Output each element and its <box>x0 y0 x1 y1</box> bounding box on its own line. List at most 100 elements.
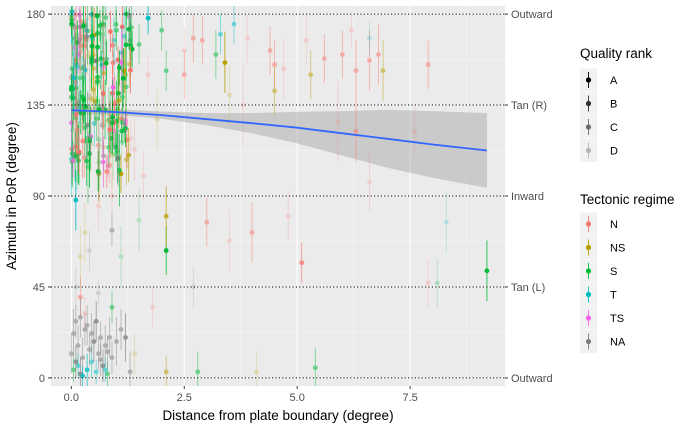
data-marker <box>89 331 95 336</box>
data-marker <box>115 155 121 161</box>
data-point-S <box>159 10 165 51</box>
data-point-N <box>110 50 116 76</box>
data-marker <box>299 260 305 266</box>
data-marker <box>80 355 86 361</box>
data-marker <box>141 173 147 179</box>
data-point-S <box>113 6 119 47</box>
data-marker <box>190 284 196 290</box>
data-marker <box>132 147 137 152</box>
data-marker <box>75 363 81 369</box>
data-marker <box>163 248 169 253</box>
data-point-NS <box>163 355 169 386</box>
data-marker <box>87 138 93 144</box>
data-point-NS <box>124 134 129 185</box>
data-point-NA <box>86 230 92 271</box>
data-marker <box>109 152 115 158</box>
data-point-N <box>376 24 381 85</box>
x-tick-label: 7.5 <box>402 392 417 404</box>
data-point-S <box>81 6 87 51</box>
data-marker <box>123 42 129 48</box>
data-marker <box>190 35 196 41</box>
data-point-S <box>119 128 125 156</box>
data-point-S <box>69 11 75 37</box>
data-point-N <box>339 30 345 79</box>
data-point-NA <box>100 349 106 382</box>
data-marker <box>119 94 125 100</box>
data-marker <box>102 343 108 348</box>
data-point-NS <box>272 66 278 116</box>
data-point-S <box>434 258 440 308</box>
data-point-S <box>74 24 80 46</box>
data-marker <box>116 167 122 173</box>
data-marker <box>76 149 82 155</box>
data-marker <box>100 31 106 37</box>
data-marker <box>218 31 223 37</box>
data-point-N <box>77 29 83 75</box>
data-point-NA <box>190 266 196 308</box>
x-tick-label: 2.5 <box>177 392 192 404</box>
data-marker <box>128 136 134 141</box>
data-marker <box>104 169 110 174</box>
data-point-S <box>97 10 103 42</box>
data-marker <box>107 127 113 132</box>
legend-marker <box>585 221 592 227</box>
data-point-NS <box>126 128 132 183</box>
x-tick-label: 0.0 <box>64 392 79 404</box>
data-marker <box>126 152 132 158</box>
data-marker <box>103 15 109 20</box>
data-point-N <box>303 16 309 65</box>
data-marker <box>89 359 95 365</box>
data-point-NS <box>227 64 232 126</box>
data-marker <box>86 93 92 99</box>
data-point-NS <box>308 50 314 99</box>
data-marker <box>443 219 449 225</box>
plot-panel <box>51 6 505 386</box>
data-point-N <box>321 34 327 83</box>
data-marker <box>128 67 133 73</box>
x-axis-title: Distance from plate boundary (degree) <box>162 408 393 423</box>
data-marker <box>84 34 90 39</box>
right-axis-label: Tan (L) <box>511 282 545 294</box>
data-marker <box>103 60 109 66</box>
data-marker <box>88 133 94 139</box>
data-marker <box>89 60 94 66</box>
data-marker <box>119 24 125 30</box>
data-marker <box>89 43 95 49</box>
data-point-N <box>367 30 372 91</box>
data-marker <box>82 229 88 235</box>
data-point-N <box>141 151 147 201</box>
y-tick-label: 135 <box>27 100 45 112</box>
data-point-NA <box>114 317 119 366</box>
legend-marker <box>585 268 592 274</box>
data-point-S <box>136 189 142 251</box>
data-marker <box>77 254 83 260</box>
data-point-S <box>120 48 126 109</box>
data-marker <box>72 154 78 159</box>
data-point-T <box>75 353 81 378</box>
data-marker <box>231 21 237 27</box>
data-point-N <box>245 14 250 63</box>
data-point-NA <box>86 333 92 366</box>
data-marker <box>77 49 83 55</box>
data-marker <box>81 23 87 29</box>
data-point-NA <box>77 297 83 338</box>
data-point-T <box>71 40 77 116</box>
data-marker <box>425 280 431 286</box>
data-marker <box>101 24 106 30</box>
data-marker <box>73 197 79 203</box>
data-point-S <box>484 240 490 302</box>
data-marker <box>82 310 88 316</box>
legend-marker <box>585 244 592 251</box>
right-axis-label: Tan (R) <box>511 100 547 112</box>
data-marker <box>114 339 119 344</box>
data-point-N <box>190 14 196 63</box>
data-marker <box>101 70 107 76</box>
data-point-NS <box>132 333 137 374</box>
data-marker <box>123 118 129 124</box>
data-point-TS <box>110 77 116 98</box>
data-point-NS <box>77 226 83 287</box>
data-marker <box>96 203 101 209</box>
data-point-NA <box>93 301 99 342</box>
data-point-NS <box>154 88 160 150</box>
data-point-NS <box>109 123 115 187</box>
